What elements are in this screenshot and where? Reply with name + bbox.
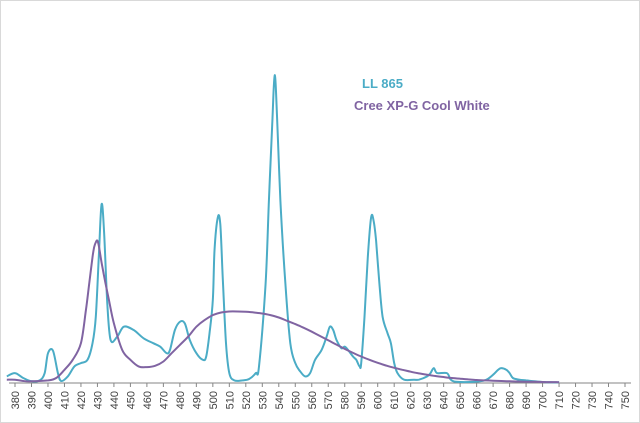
series-group (6, 74, 560, 384)
x-tick-label: 590 (356, 391, 368, 409)
x-tick-label: 670 (488, 391, 500, 409)
x-tick-label: 410 (59, 391, 71, 409)
x-tick-label: 540 (274, 391, 286, 409)
x-tick-label: 570 (323, 391, 335, 409)
x-tick-label: 380 (10, 391, 22, 409)
x-tick-label: 420 (76, 391, 88, 409)
x-tick-label: 630 (422, 391, 434, 409)
legend-entry-ll-865: LL 865 (362, 76, 403, 91)
x-tick-label: 430 (92, 391, 104, 409)
legend-entry-cree-xp-g-cool-white: Cree XP-G Cool White (354, 98, 490, 113)
x-tick-label: 400 (43, 391, 55, 409)
series-line-ll-865 (6, 74, 560, 384)
x-tick-label: 610 (389, 391, 401, 409)
series-line-cree-xp-g-cool-white (6, 239, 560, 384)
x-tick-label: 620 (406, 391, 418, 409)
x-tick-label: 640 (439, 391, 451, 409)
x-tick-label: 700 (538, 391, 550, 409)
x-tick-label: 690 (521, 391, 533, 409)
x-tick-label: 720 (571, 391, 583, 409)
x-tick-label: 750 (620, 391, 632, 409)
x-tick-label: 580 (340, 391, 352, 409)
x-tick-label: 520 (241, 391, 253, 409)
x-tick-label: 530 (257, 391, 269, 409)
x-tick-label: 650 (455, 391, 467, 409)
x-tick-label: 660 (472, 391, 484, 409)
x-tick-label: 680 (505, 391, 517, 409)
x-tick-label: 480 (175, 391, 187, 409)
x-tick-label: 390 (26, 391, 38, 409)
x-axis-tick-labels: 380 390 400 410 420 430 440 450 460 470 480 490 500 5… (10, 391, 632, 409)
x-tick-label: 550 (290, 391, 302, 409)
x-tick-label: 450 (125, 391, 137, 409)
x-tick-label: 600 (373, 391, 385, 409)
x-tick-label: 560 (307, 391, 319, 409)
x-axis-ticks (14, 383, 626, 387)
x-tick-label: 730 (587, 391, 599, 409)
x-tick-label: 460 (142, 391, 154, 409)
x-tick-label: 470 (158, 391, 170, 409)
x-tick-label: 440 (109, 391, 121, 409)
x-tick-label: 500 (208, 391, 220, 409)
x-tick-label: 710 (554, 391, 566, 409)
legend: LL 865 Cree XP-G Cool White (354, 76, 490, 113)
x-tick-label: 740 (604, 391, 616, 409)
x-tick-label: 490 (191, 391, 203, 409)
x-tick-label: 510 (224, 391, 236, 409)
